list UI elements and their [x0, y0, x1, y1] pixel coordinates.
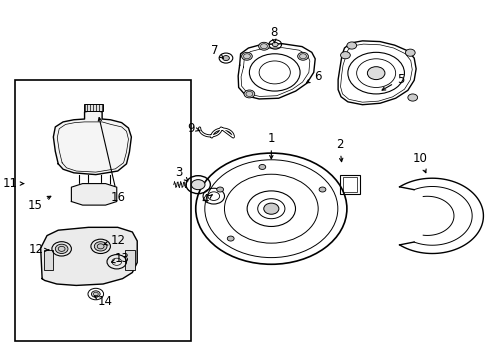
Text: 14: 14	[94, 296, 113, 309]
Circle shape	[405, 49, 414, 56]
Polygon shape	[337, 41, 415, 105]
Text: 4: 4	[202, 193, 212, 206]
Text: 1: 1	[267, 132, 275, 159]
Text: 9: 9	[187, 122, 200, 135]
Circle shape	[346, 42, 356, 49]
Circle shape	[216, 187, 223, 192]
Circle shape	[222, 55, 229, 60]
Polygon shape	[399, 178, 483, 253]
Bar	[342, 177, 356, 192]
Bar	[43, 250, 53, 270]
Circle shape	[340, 51, 349, 59]
Circle shape	[227, 236, 234, 241]
Text: 12: 12	[28, 243, 49, 256]
Text: 12: 12	[104, 234, 125, 247]
Circle shape	[91, 291, 100, 297]
Circle shape	[319, 187, 325, 192]
Circle shape	[297, 52, 308, 60]
Text: 16: 16	[98, 118, 125, 204]
Text: 6: 6	[306, 69, 321, 83]
Circle shape	[259, 165, 265, 170]
Text: 7: 7	[210, 44, 223, 58]
Circle shape	[407, 94, 417, 101]
Polygon shape	[53, 110, 131, 175]
Text: 15: 15	[27, 196, 51, 212]
Circle shape	[94, 242, 107, 251]
Text: 8: 8	[269, 27, 277, 43]
Circle shape	[55, 244, 68, 253]
Text: 10: 10	[412, 152, 427, 173]
Text: 2: 2	[335, 138, 343, 162]
Circle shape	[258, 42, 269, 50]
Bar	[125, 250, 135, 270]
Circle shape	[191, 180, 204, 190]
Bar	[15, 80, 190, 341]
Polygon shape	[238, 44, 315, 99]
Text: 5: 5	[381, 73, 404, 90]
Text: 11: 11	[3, 177, 24, 190]
Polygon shape	[41, 227, 137, 285]
Circle shape	[241, 52, 252, 60]
Bar	[83, 104, 103, 111]
Text: 13: 13	[111, 252, 130, 265]
Circle shape	[244, 90, 254, 98]
Text: 3: 3	[175, 166, 187, 181]
Bar	[339, 175, 359, 194]
Polygon shape	[71, 184, 117, 205]
Circle shape	[272, 42, 278, 46]
Circle shape	[263, 203, 278, 214]
Circle shape	[366, 67, 384, 80]
